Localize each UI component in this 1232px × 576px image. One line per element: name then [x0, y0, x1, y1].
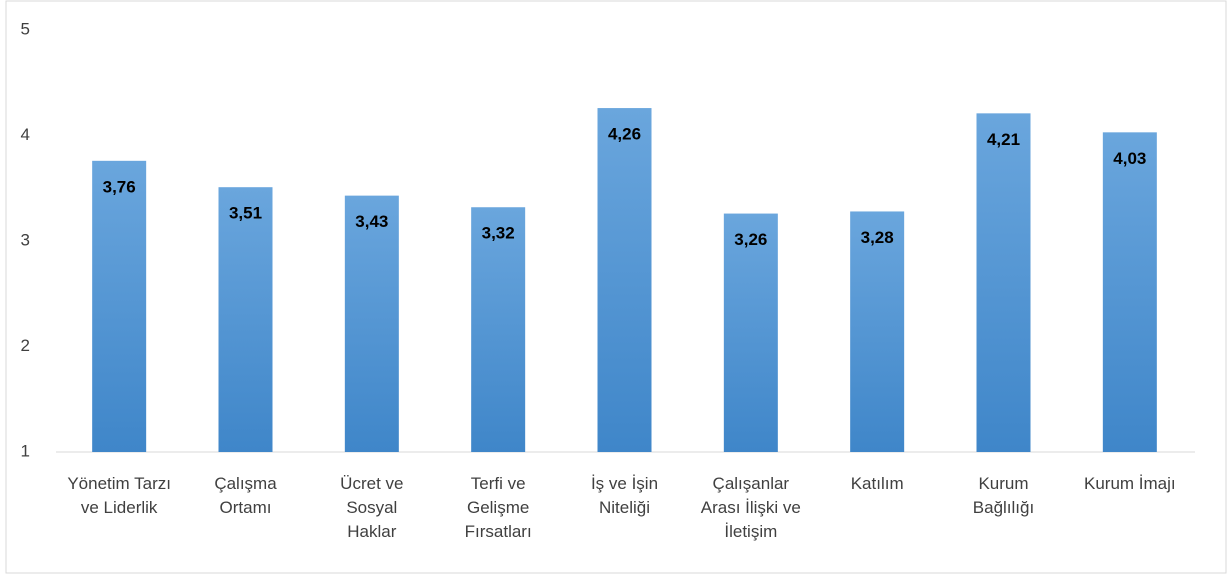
bar — [597, 108, 652, 452]
x-tick-label: Katılım — [850, 474, 904, 493]
y-tick-label: 3 — [21, 230, 30, 249]
data-label: 4,03 — [1113, 149, 1146, 168]
y-tick-label: 5 — [21, 19, 30, 38]
bar — [471, 207, 526, 452]
x-tick-label: Terfi ve Gelişme Fırsatları — [464, 474, 532, 541]
data-label: 3,76 — [103, 177, 136, 196]
x-tick-label: Yönetim Tarzı ve Liderlik — [67, 474, 171, 517]
x-tick-label: Çalışma Ortamı — [214, 474, 277, 517]
y-tick-label: 4 — [21, 125, 30, 144]
data-label: 3,43 — [355, 212, 388, 231]
data-label: 3,32 — [482, 224, 515, 243]
data-label: 3,51 — [229, 204, 262, 223]
y-tick-label: 2 — [21, 336, 30, 355]
bar — [344, 195, 399, 452]
data-label: 3,28 — [861, 228, 894, 247]
x-tick-label: İş ve İşin Niteliği — [590, 474, 659, 517]
bar — [218, 187, 273, 452]
bar — [92, 160, 147, 452]
y-tick-label: 1 — [21, 441, 30, 460]
x-tick-label: Ücret ve Sosyal Haklar — [340, 474, 404, 541]
x-tick-label: Çalışanlar Arası İlişki ve İletişim — [700, 474, 801, 541]
x-tick-label: Kurum Bağlılığı — [972, 474, 1035, 517]
x-tick-label: Kurum İmajı — [1084, 474, 1176, 493]
data-label: 3,26 — [734, 230, 767, 249]
bar — [850, 211, 905, 452]
data-label: 4,21 — [987, 130, 1020, 149]
bar — [976, 113, 1031, 452]
bar — [723, 213, 778, 452]
bar — [1102, 132, 1157, 452]
data-label: 4,26 — [608, 125, 641, 144]
